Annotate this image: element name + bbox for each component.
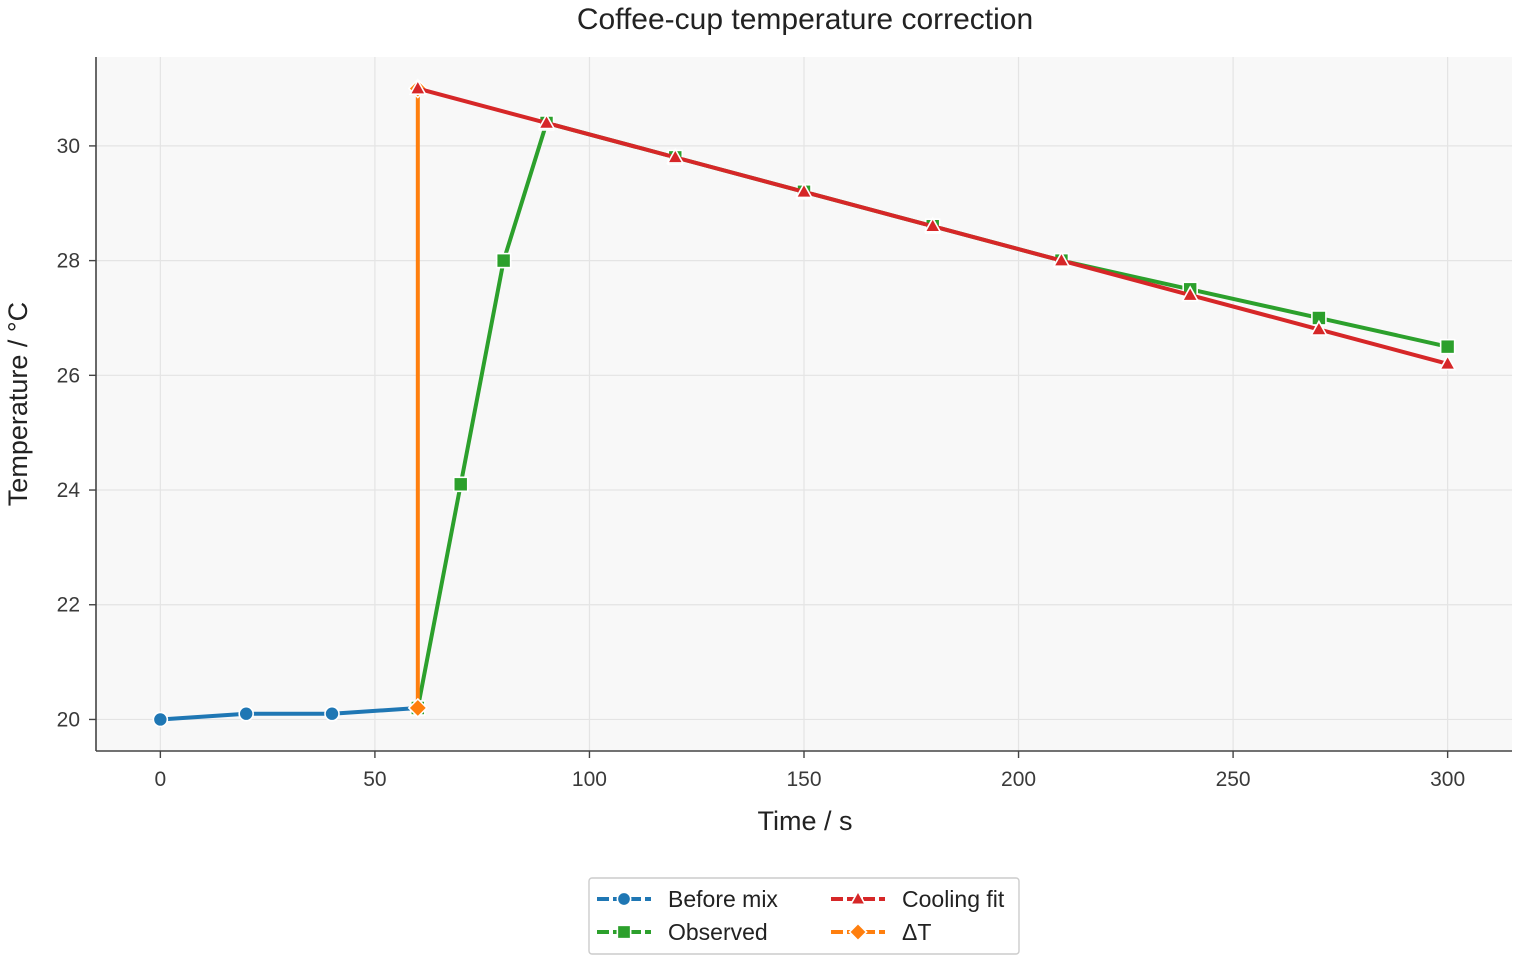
data-point bbox=[923, 216, 942, 233]
data-point bbox=[666, 147, 685, 164]
legend-entry: Observed bbox=[597, 919, 768, 945]
data-point bbox=[407, 697, 428, 719]
data-point bbox=[1052, 250, 1071, 268]
legend-label: Observed bbox=[668, 919, 768, 945]
chart-title: Coffee-cup temperature correction bbox=[577, 3, 1033, 36]
data-point bbox=[1439, 338, 1456, 355]
x-tick-label: 150 bbox=[786, 768, 821, 791]
legend: Before mix Observed Cooling fit ΔT bbox=[588, 877, 1020, 955]
x-tick-label: 300 bbox=[1430, 768, 1465, 791]
x-tick-label: 200 bbox=[1001, 768, 1036, 791]
data-point bbox=[537, 113, 556, 130]
y-axis: 20 22 24 26 28 30 bbox=[57, 57, 97, 751]
data-point bbox=[324, 705, 340, 722]
data-point bbox=[795, 182, 813, 199]
data-point bbox=[452, 476, 469, 493]
y-tick-label: 30 bbox=[57, 135, 80, 158]
x-tick-label: 250 bbox=[1216, 768, 1251, 791]
y-tick-label: 26 bbox=[57, 364, 80, 387]
legend-entry: Before mix bbox=[597, 886, 778, 912]
y-tick-label: 28 bbox=[57, 250, 80, 273]
legend-marker bbox=[616, 891, 632, 907]
x-axis-title: Time / s bbox=[757, 806, 852, 836]
legend-marker bbox=[848, 922, 868, 942]
legend-marker bbox=[849, 889, 867, 906]
legend-marker bbox=[616, 924, 632, 940]
legend-entry: Cooling fit bbox=[831, 886, 1005, 912]
series-cooling-fit bbox=[408, 78, 1457, 371]
y-tick-label: 22 bbox=[57, 594, 80, 617]
data-point bbox=[408, 78, 427, 95]
x-tick-label: 50 bbox=[363, 768, 386, 791]
data-point bbox=[1309, 319, 1328, 336]
series-line bbox=[158, 705, 420, 722]
data-point bbox=[1438, 354, 1457, 371]
x-tick-label: 100 bbox=[572, 768, 607, 791]
y-tick-label: 24 bbox=[57, 479, 81, 502]
y-tick-label: 20 bbox=[57, 708, 80, 731]
data-point bbox=[152, 711, 169, 728]
x-axis: 0 50 100 150 200 250 300 bbox=[96, 750, 1512, 791]
y-axis-title: Temperature / °C bbox=[3, 302, 33, 506]
data-point bbox=[238, 705, 254, 722]
data-point bbox=[1181, 285, 1200, 302]
legend-label: ΔT bbox=[902, 919, 931, 945]
legend-entry: ΔT bbox=[831, 919, 931, 945]
legend-label: Before mix bbox=[668, 886, 778, 912]
plot-area bbox=[96, 57, 1512, 751]
legend-label: Cooling fit bbox=[902, 886, 1005, 912]
data-point bbox=[495, 252, 512, 269]
legend-box bbox=[588, 877, 1020, 955]
x-tick-label: 0 bbox=[155, 768, 167, 791]
